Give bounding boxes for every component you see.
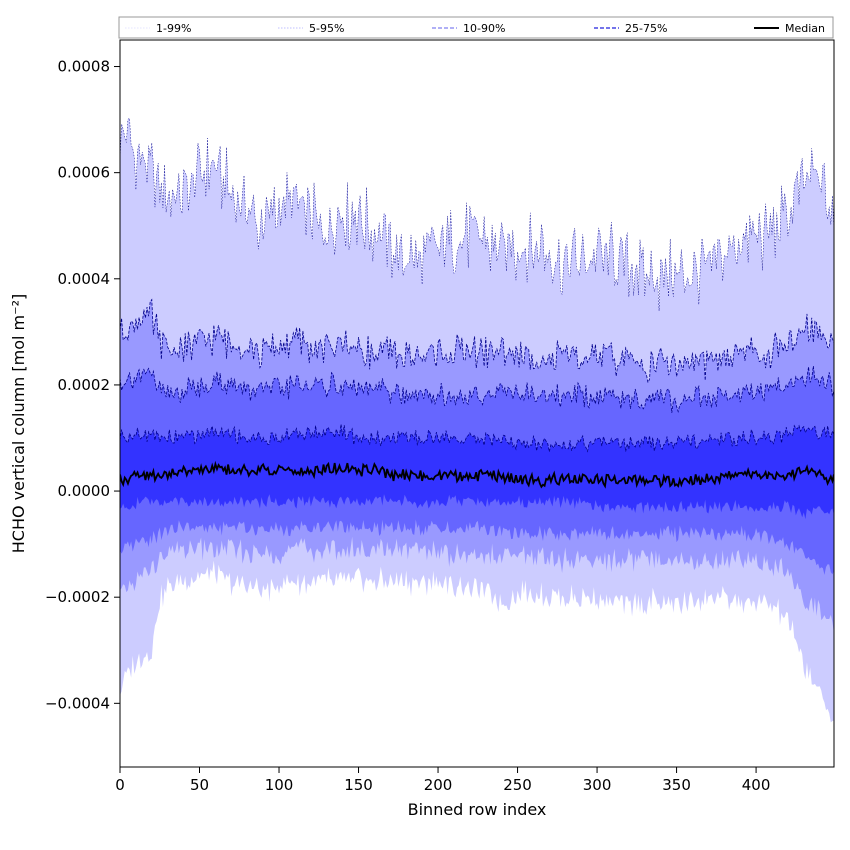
median-line [120, 460, 834, 489]
x-tick-label: 200 [424, 776, 453, 794]
band-upper-edge-10-90 [120, 365, 834, 413]
y-tick-label: −0.0002 [45, 588, 110, 606]
y-tick-label: 0.0000 [58, 482, 111, 500]
y-tick-label: −0.0004 [45, 694, 110, 712]
plot-frame [119, 39, 835, 768]
x-axis-label: Binned row index [408, 800, 547, 819]
y-tick-label: 0.0006 [58, 164, 111, 182]
band-upper-edge-25-75 [120, 424, 834, 453]
x-tick-label: 50 [190, 776, 209, 794]
y-axis: −0.0004 −0.0002 0.0000 0.0002 0.0004 0.0006 0.… [45, 58, 120, 712]
legend: 1-99% 5-95% 10-90% 25-75% Median [118, 16, 834, 39]
x-tick-label: 350 [662, 776, 691, 794]
legend-label: 1-99% [156, 22, 191, 35]
x-tick-label: 250 [503, 776, 532, 794]
band-edge-lines [120, 117, 834, 453]
band-25-75 [120, 424, 834, 520]
band-upper-edge-5-95 [120, 298, 834, 384]
x-tick-label: 300 [583, 776, 612, 794]
x-axis: 0 50 100 150 200 250 300 350 400 [115, 767, 770, 794]
y-axis-label: HCHO vertical column [mol m⁻²] [9, 294, 28, 553]
legend-frame [118, 16, 834, 39]
y-tick-label: 0.0004 [58, 270, 111, 288]
y-tick-label: 0.0002 [58, 376, 111, 394]
legend-label: 10-90% [463, 22, 505, 35]
x-tick-label: 100 [265, 776, 294, 794]
median-layer [120, 460, 834, 489]
x-tick-label: 400 [742, 776, 771, 794]
x-tick-label: 0 [115, 776, 125, 794]
band-upper-edge-1-99 [120, 117, 834, 311]
legend-label: 5-95% [309, 22, 344, 35]
legend-label: 25-75% [625, 22, 667, 35]
x-tick-label: 150 [344, 776, 373, 794]
y-tick-label: 0.0008 [58, 58, 111, 76]
legend-label: Median [785, 22, 825, 35]
bands-layer [120, 118, 834, 723]
